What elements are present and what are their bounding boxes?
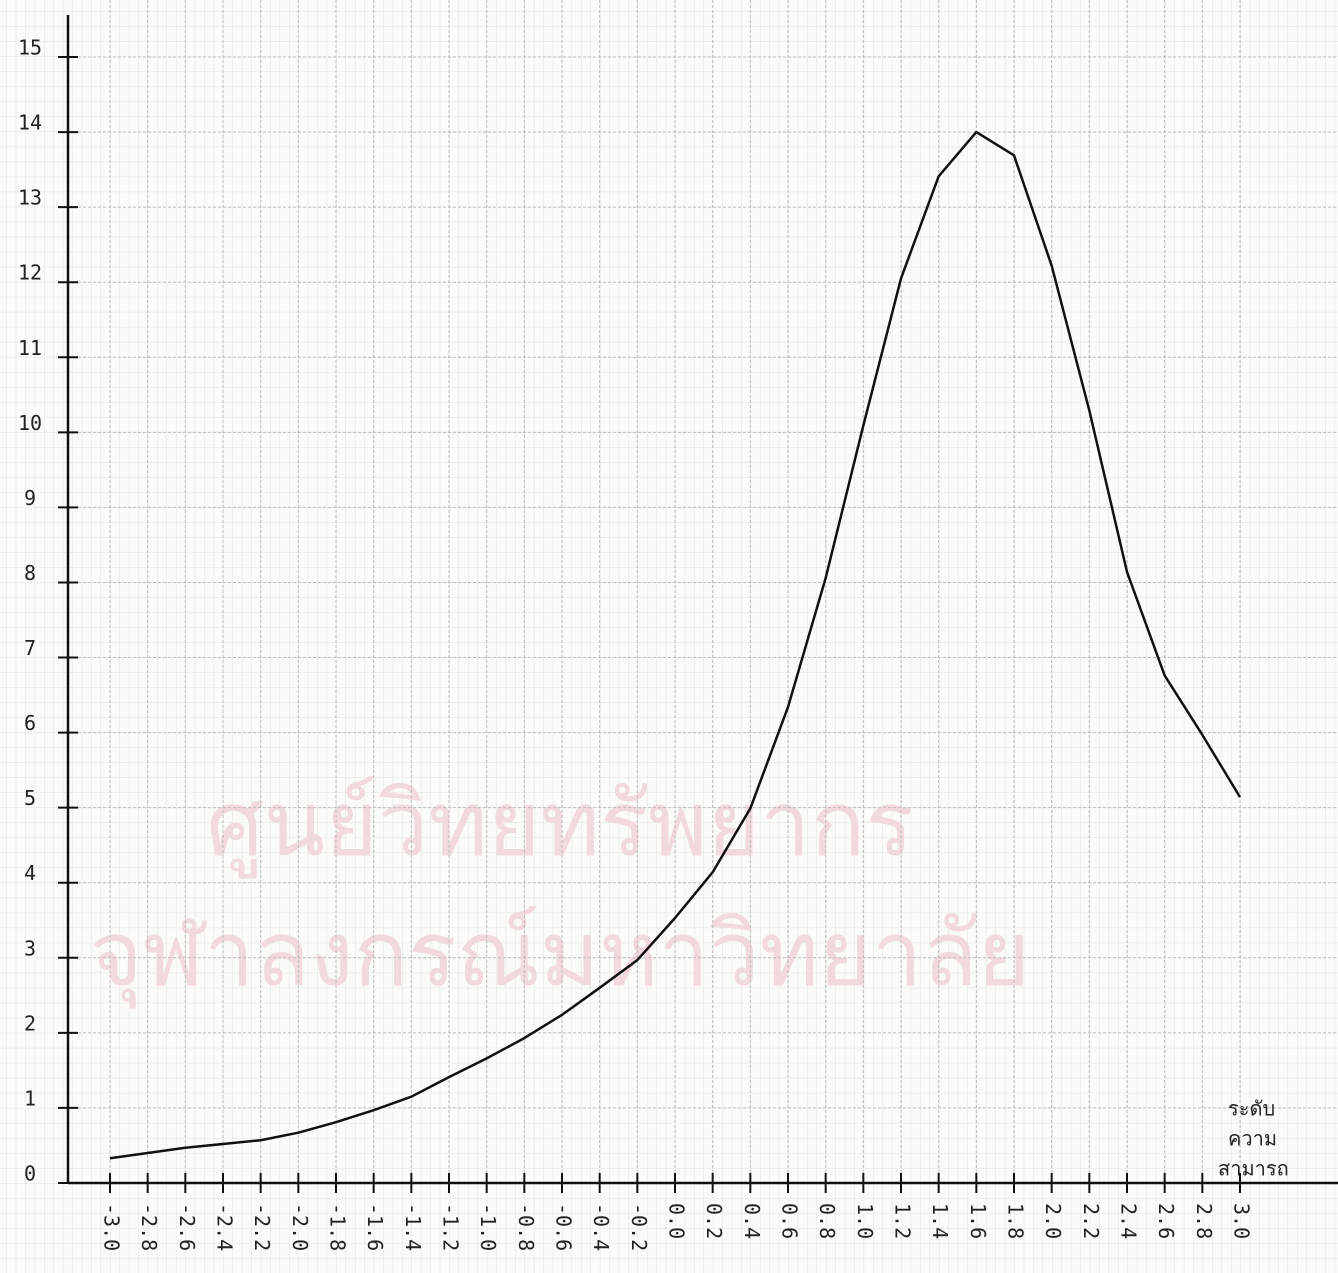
x-tick-label: 2.8	[1192, 1203, 1216, 1239]
watermark: จุฬาลงกรณ์มหาวิทยาลัย	[90, 902, 1030, 1009]
x-tick-label: 1.2	[891, 1203, 915, 1239]
y-tick-label: 11	[18, 336, 42, 360]
x-tick-label: -2.8	[137, 1203, 161, 1251]
x-tick-label: 2.0	[1041, 1203, 1065, 1239]
x-tick-label: 1.4	[928, 1203, 952, 1239]
x-tick-label: 0.0	[665, 1203, 689, 1239]
x-tick-label: -0.2	[627, 1203, 651, 1251]
x-tick-label: -1.0	[476, 1203, 500, 1251]
x-tick-label: 3.0	[1230, 1203, 1254, 1239]
y-tick-label: 15	[18, 36, 42, 60]
x-tick-label: 0.2	[702, 1203, 726, 1239]
x-tick-label: -2.4	[213, 1203, 237, 1251]
x-tick-label: -1.8	[326, 1203, 350, 1251]
x-tick-label: -0.8	[514, 1203, 538, 1251]
x-tick-label: -2.0	[288, 1203, 312, 1251]
y-tick-label: 10	[18, 411, 42, 435]
x-tick-label: 1.8	[1004, 1203, 1028, 1239]
x-tick-label: 0.4	[740, 1203, 764, 1239]
x-axis-label: สามารถ	[1218, 1157, 1289, 1181]
x-axis-label: ระดับ	[1228, 1097, 1275, 1121]
x-axis-label: ความ	[1228, 1127, 1277, 1151]
y-tick-label: 2	[24, 1011, 36, 1035]
x-tick-label: 1.6	[966, 1203, 990, 1239]
y-tick-label: 1	[24, 1086, 36, 1110]
x-tick-label: 0.6	[778, 1203, 802, 1239]
x-tick-label: -0.6	[552, 1203, 576, 1251]
x-tick-label: -1.2	[439, 1203, 463, 1251]
x-tick-label: 0.8	[815, 1203, 839, 1239]
y-tick-label: 13	[18, 186, 42, 210]
watermark: ศูนย์วิทยทรัพยากร	[206, 772, 913, 879]
y-tick-label: 6	[24, 711, 36, 735]
x-tick-label: -1.4	[401, 1203, 425, 1251]
x-tick-label: -2.6	[175, 1203, 199, 1251]
y-tick-label: 12	[18, 261, 42, 285]
grid	[68, 0, 1338, 1184]
x-tick-label: -2.2	[250, 1203, 274, 1251]
x-tick-label: 2.4	[1117, 1203, 1141, 1239]
y-tick-label: 14	[18, 111, 42, 135]
x-tick-label: 1.0	[853, 1203, 877, 1239]
x-tick-label: -1.6	[363, 1203, 387, 1251]
y-tick-label: 4	[24, 861, 36, 885]
x-tick-label: 2.2	[1079, 1203, 1103, 1239]
y-tick-label: 5	[24, 786, 36, 810]
y-tick-label: 7	[24, 636, 36, 660]
y-tick-label: 8	[24, 561, 36, 585]
x-tick-label: -3.0	[100, 1203, 124, 1251]
line	[109, 130, 1242, 1160]
x-tick-label: -0.4	[589, 1203, 613, 1251]
x-tick-label: 2.6	[1154, 1203, 1178, 1239]
y-tick-label: 3	[24, 936, 36, 960]
y-tick-label: 0	[24, 1162, 36, 1186]
y-tick-label: 9	[24, 486, 36, 510]
